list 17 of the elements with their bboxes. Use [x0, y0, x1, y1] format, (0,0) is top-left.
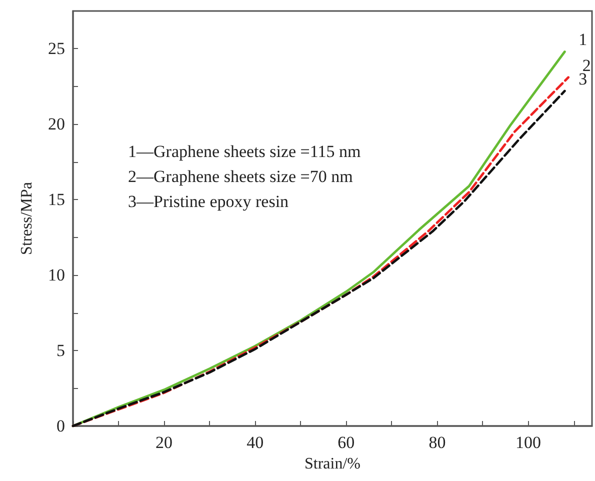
y-axis-title: Stress/MPa [18, 182, 36, 255]
x-tick-label: 80 [428, 433, 446, 452]
annotation: 1—Graphene sheets size =115 nm [128, 142, 361, 161]
y-tick-label: 25 [48, 39, 65, 58]
y-tick-label: 20 [48, 114, 65, 134]
x-tick-label: 100 [516, 433, 542, 452]
y-tick-label: 15 [48, 190, 65, 210]
x-tick-label: 20 [156, 433, 173, 452]
x-tick-label: 40 [246, 433, 264, 452]
annotation: 2—Graphene sheets size =70 nm [128, 167, 353, 186]
x-axis-title: Strain/% [304, 455, 360, 472]
y-tick-label: 5 [56, 341, 65, 360]
annotation: 3—Pristine epoxy resin [128, 192, 290, 211]
x-tick-label: 60 [338, 433, 355, 452]
series-label: 1 [578, 30, 588, 50]
y-tick-label: 0 [56, 416, 65, 436]
y-tick-label: 10 [48, 266, 65, 285]
